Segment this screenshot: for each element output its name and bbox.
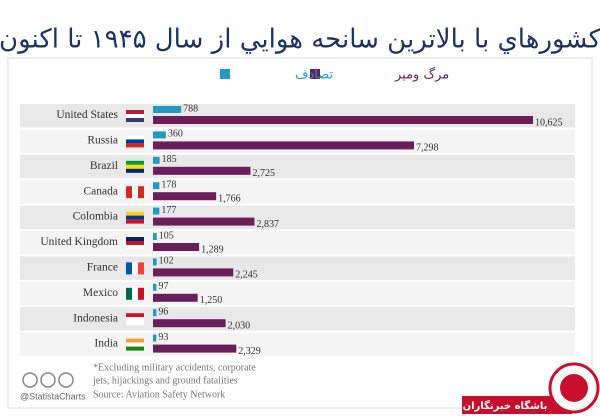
value-label: 93: [158, 332, 168, 343]
flag: [126, 164, 144, 169]
value-label: 10,625: [535, 117, 563, 128]
credit: @StatistaCharts: [20, 391, 86, 401]
bar: [153, 309, 157, 317]
credit-icons: [22, 372, 74, 388]
bar: [153, 166, 251, 175]
bar: [153, 283, 157, 291]
flag: [126, 186, 132, 199]
legend-label: مرگ ومير: [394, 66, 449, 83]
bar: [153, 141, 415, 150]
flag: [126, 135, 144, 140]
bar: [153, 243, 200, 251]
category-label: Russia: [87, 135, 118, 147]
value-label: 1,289: [201, 244, 224, 255]
category-label: India: [94, 338, 118, 350]
bar: [153, 116, 533, 124]
flag: [126, 143, 144, 148]
note: jets, hijackings and ground fatalities: [92, 375, 238, 386]
value-label: 105: [159, 230, 174, 241]
flag: [126, 321, 144, 326]
flag: [126, 342, 144, 347]
value-label: 2,030: [228, 320, 251, 331]
bar: [153, 344, 237, 353]
flag: [138, 287, 144, 300]
bar: [153, 156, 160, 164]
frame: [7, 57, 593, 409]
value-label: 2,245: [235, 270, 257, 281]
value-label: 102: [159, 256, 174, 267]
flag: [138, 262, 144, 275]
category-label: United States: [56, 109, 118, 121]
flag: [126, 241, 144, 245]
bar: [153, 207, 160, 215]
flag: [126, 110, 144, 114]
flag: [126, 262, 132, 275]
source: Source: Aviation Safety Network: [93, 389, 225, 400]
value-label: 7,298: [416, 143, 439, 154]
flag: [126, 313, 144, 318]
bar: [153, 192, 217, 201]
legend-swatch: [310, 69, 320, 79]
note: *Excluding military accidents, corporate: [93, 362, 256, 373]
bar: [153, 182, 160, 190]
bar: [153, 233, 157, 240]
flag: [126, 211, 144, 216]
watermark-text: باشگاه خبرنگاران: [463, 399, 548, 412]
bar: [153, 319, 226, 328]
bar: [153, 268, 234, 277]
value-label: 788: [183, 103, 198, 114]
category-label: Canada: [84, 185, 118, 197]
category-label: Colombia: [73, 211, 118, 223]
watermark: باشگاه خبرنگاران: [462, 362, 600, 414]
bar: [153, 106, 182, 113]
flag: [126, 245, 144, 249]
legend-label: تصادف: [295, 68, 333, 83]
value-label: 1,766: [218, 193, 241, 204]
flag: [126, 168, 144, 173]
flag: [132, 287, 138, 300]
value-label: 97: [158, 281, 168, 292]
chart-title: كشورهاي با بالاترين سانحه هوايي از سال ۱…: [0, 25, 600, 55]
bar: [153, 131, 166, 139]
flag: [126, 338, 144, 343]
flag: [126, 219, 144, 224]
bar: [153, 293, 198, 302]
value-label: 2,837: [256, 219, 279, 230]
flag: [126, 287, 132, 300]
flag: [126, 139, 144, 144]
bar: [153, 334, 157, 342]
value-label: 96: [158, 306, 168, 317]
bar: [153, 217, 255, 226]
flag: [132, 262, 138, 275]
flag: [126, 346, 144, 351]
flag: [126, 118, 144, 122]
category-label: Mexico: [83, 287, 118, 299]
flag: [138, 186, 144, 199]
value-label: 178: [161, 179, 176, 190]
value-label: 2,329: [238, 346, 261, 357]
category-label: United Kingdom: [40, 236, 118, 248]
bar: [153, 258, 157, 266]
category-label: Indonesia: [73, 312, 118, 324]
flag: [132, 186, 138, 199]
value-label: 177: [161, 205, 176, 216]
flag: [126, 114, 144, 118]
value-label: 1,250: [200, 295, 223, 306]
flag: [126, 237, 144, 241]
value-label: 360: [168, 129, 183, 140]
category-label: Brazil: [90, 160, 118, 172]
flag: [126, 215, 144, 220]
legend-swatch: [220, 69, 230, 79]
value-label: 185: [162, 154, 177, 165]
flag: [126, 160, 144, 165]
category-label: France: [87, 262, 118, 274]
flag: [126, 317, 144, 322]
value-label: 2,725: [252, 168, 274, 179]
